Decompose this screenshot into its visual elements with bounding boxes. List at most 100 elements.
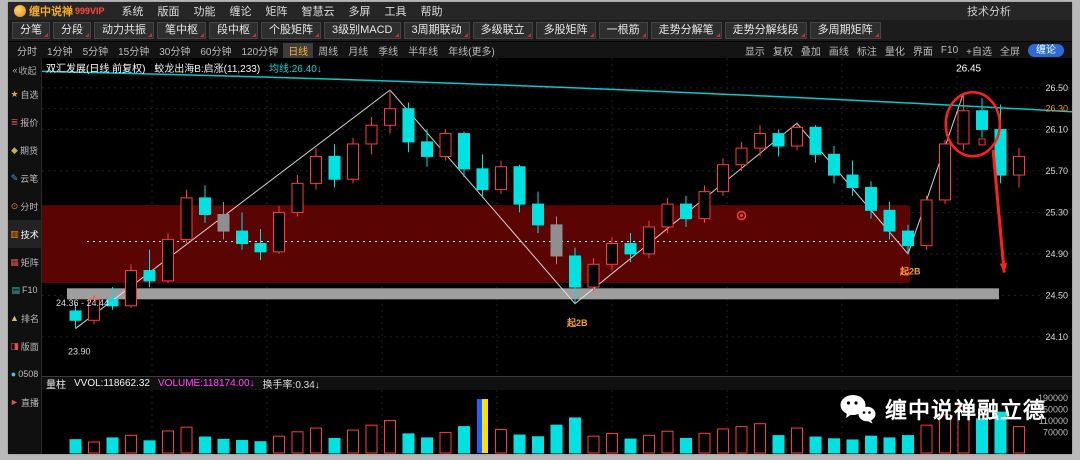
app-window: 缠中说禅 999VIP 系统 版面 功能 缠论 矩阵 智慧云 多屏 工具 帮助 技术分析 分笔分… bbox=[8, 2, 1072, 455]
volume-axis-label: 190000 bbox=[1038, 393, 1068, 403]
toolbar-button[interactable]: 多周期矩阵 bbox=[809, 22, 881, 39]
toolbar-button[interactable]: 个股矩阵 bbox=[261, 22, 321, 39]
chart-tool-button[interactable]: 全屏 bbox=[1000, 46, 1020, 58]
period-tab[interactable]: 15分钟 bbox=[118, 46, 150, 58]
menu-item[interactable]: 帮助 bbox=[420, 6, 443, 18]
volume-bar bbox=[680, 438, 692, 454]
sidebar-item-intraday[interactable]: ⊙ 分时 bbox=[8, 192, 41, 220]
candle bbox=[698, 185, 711, 223]
chart-tool-button[interactable]: 界面 bbox=[912, 46, 933, 58]
candle bbox=[273, 206, 285, 254]
menu-item[interactable]: 智慧云 bbox=[301, 6, 335, 18]
period-tab[interactable]: 5分钟 bbox=[82, 46, 109, 58]
menu-item[interactable]: 版面 bbox=[157, 6, 180, 18]
volume-bar bbox=[902, 435, 914, 454]
volume-bar bbox=[180, 426, 193, 454]
sidebar-item-quotes[interactable]: ≣ 报价 bbox=[8, 108, 41, 136]
candle bbox=[458, 131, 470, 178]
sidebar-item-matrix[interactable]: ▦ 矩阵 bbox=[8, 248, 41, 276]
candlestick-chart[interactable]: 26.45 24.36 - 24.44 23.90 起2B 起2B 26.50 26.30 2… bbox=[42, 58, 1072, 376]
app-logo: 缠中说禅 bbox=[14, 3, 73, 19]
volume-panel-label: 量柱 bbox=[46, 380, 66, 391]
candle bbox=[680, 195, 692, 227]
period-tab[interactable]: 60分钟 bbox=[200, 46, 232, 58]
volume-bar bbox=[772, 435, 785, 454]
candle bbox=[606, 237, 618, 271]
range-label: 24.36 - 24.44 bbox=[56, 298, 109, 308]
toolbar-button[interactable]: 分笔 bbox=[12, 22, 50, 39]
candle bbox=[365, 116, 378, 155]
sidebar-item-live[interactable]: ► 直播 bbox=[8, 388, 41, 416]
volume-panel: 量柱 VVOL:118662.32 VOLUME:118174.00↓ 换手率:… bbox=[42, 376, 1072, 455]
candle bbox=[402, 102, 415, 153]
toolbar-button[interactable]: 笔中枢 bbox=[157, 22, 206, 39]
menu-item[interactable]: 工具 bbox=[384, 6, 407, 18]
volume-bar bbox=[439, 431, 452, 454]
toolbar-button[interactable]: 动力共振 bbox=[94, 22, 154, 39]
period-tab[interactable]: 季线 bbox=[378, 46, 399, 58]
sidebar-item-watchlist[interactable]: ★ 自选 bbox=[8, 80, 41, 108]
menu-item[interactable]: 矩阵 bbox=[265, 6, 288, 18]
period-tab[interactable]: 周线 bbox=[318, 46, 339, 58]
sidebar-item-f10[interactable]: ▤ F10 bbox=[8, 276, 41, 304]
candle bbox=[883, 202, 896, 240]
period-tab[interactable]: 日线 bbox=[283, 42, 314, 58]
volume-bar bbox=[402, 433, 415, 454]
chart-tool-button[interactable]: F10 bbox=[940, 44, 959, 56]
toolbar-button[interactable]: 3级别MACD bbox=[324, 22, 401, 39]
chart-tool-button[interactable]: +自选 bbox=[966, 46, 992, 58]
chart-tool-button[interactable]: 复权 bbox=[772, 46, 793, 58]
toolbar-button[interactable]: 多股矩阵 bbox=[535, 22, 596, 39]
sidebar-item-layout[interactable]: ◨ 版面 bbox=[8, 332, 41, 360]
volume-bar bbox=[199, 436, 211, 454]
chart-tool-button[interactable]: 显示 bbox=[744, 46, 765, 58]
sidebar-item-ranking[interactable]: ▲ 排名 bbox=[8, 304, 41, 332]
sidebar-item-technical[interactable]: ▥ 技术 bbox=[8, 220, 41, 248]
volume-bar bbox=[698, 432, 711, 454]
toolbar-button[interactable]: 多级联立 bbox=[472, 22, 533, 39]
candle bbox=[569, 247, 581, 304]
candle bbox=[143, 249, 156, 288]
chart-tool-button[interactable]: 量化 bbox=[884, 46, 905, 58]
toolbar-button[interactable]: 一根筋 bbox=[598, 22, 648, 39]
toolbar-button[interactable]: 走势分解线段 bbox=[724, 22, 807, 39]
period-tab[interactable]: 30分钟 bbox=[159, 46, 191, 58]
sidebar-item-cloud-pen[interactable]: ✎ 云笔 bbox=[8, 164, 41, 192]
sidebar-item-label: 云笔 bbox=[20, 173, 39, 184]
volume-bar bbox=[254, 441, 267, 454]
intraday-icon: ⊙ bbox=[10, 200, 19, 211]
period-tab[interactable]: 年线(更多) bbox=[448, 46, 495, 58]
menu-item[interactable]: 缠论 bbox=[229, 6, 252, 18]
sidebar-item-0508[interactable]: ● 0508 bbox=[8, 360, 41, 388]
period-tab[interactable]: 1分钟 bbox=[47, 46, 73, 58]
chart-tool-button[interactable]: 叠加 bbox=[800, 46, 821, 58]
sidebar-collapse-button[interactable]: « 收起 bbox=[8, 60, 41, 80]
toolbar-button[interactable]: 分段 bbox=[53, 22, 91, 39]
buy-point-marker: 起2B bbox=[566, 317, 588, 328]
volume-bar bbox=[143, 440, 156, 454]
futures-icon: ◆ bbox=[11, 144, 18, 155]
menu-item[interactable]: 功能 bbox=[193, 6, 216, 18]
volume-bar bbox=[236, 440, 248, 454]
sidebar-item-futures[interactable]: ◆ 期货 bbox=[8, 136, 41, 164]
toolbar-button[interactable]: 走势分解笔 bbox=[650, 22, 722, 39]
sidebar-item-label: 直播 bbox=[20, 397, 39, 408]
toolbar-button[interactable]: 段中枢 bbox=[209, 22, 258, 39]
chart-tool-button[interactable]: 画线 bbox=[828, 46, 849, 58]
period-tab[interactable]: 分时 bbox=[17, 46, 37, 58]
volume-bar bbox=[125, 434, 137, 454]
chanlun-button[interactable]: 缠论 bbox=[1028, 43, 1064, 57]
volume-bar bbox=[365, 424, 378, 454]
menu-item[interactable]: 系统 bbox=[121, 6, 144, 18]
menu-item[interactable]: 多屏 bbox=[348, 6, 371, 18]
volume-bar bbox=[550, 424, 563, 454]
period-tab[interactable]: 月线 bbox=[348, 46, 369, 58]
period-right-tools: 显示 复权 叠加 画线 标注 量化 界面 F10 +自选 全屏 缠论 bbox=[741, 43, 1068, 58]
period-tab[interactable]: 半年线 bbox=[408, 46, 439, 58]
chart-tool-button[interactable]: 标注 bbox=[856, 46, 877, 58]
candle bbox=[939, 139, 951, 205]
0508-icon: ● bbox=[10, 368, 17, 379]
period-tab[interactable]: 120分钟 bbox=[241, 46, 279, 58]
toolbar-button[interactable]: 3周期联动 bbox=[403, 22, 470, 39]
